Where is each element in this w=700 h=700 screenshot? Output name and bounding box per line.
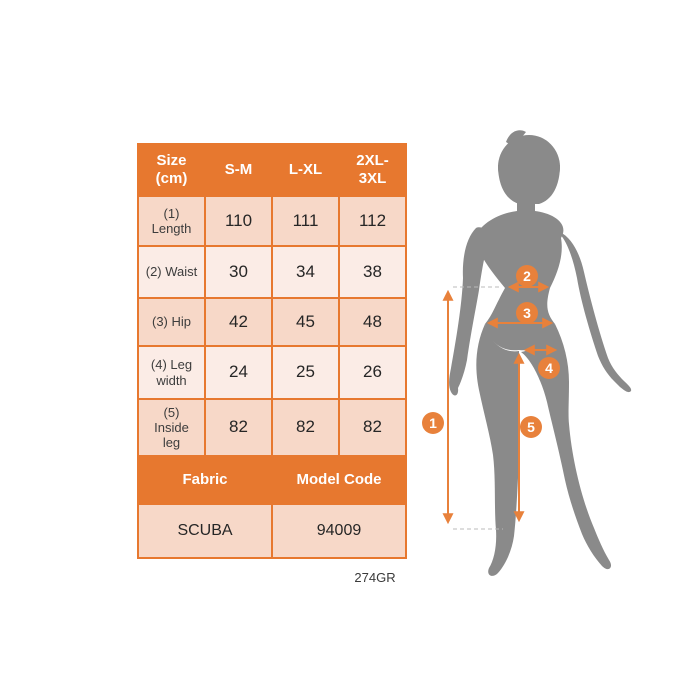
- model-code-value: 94009: [273, 505, 405, 557]
- value-waist-lxl: 34: [273, 247, 338, 297]
- value-length-lxl: 111: [273, 197, 338, 245]
- size-table: Size (cm) S-M L-XL 2XL- 3XL (1) Length 1…: [137, 143, 407, 559]
- value-length-2xl: 112: [340, 197, 405, 245]
- silhouette-right-arm: [560, 232, 632, 393]
- row-label-waist: (2) Waist: [139, 247, 204, 297]
- value-hip-2xl: 48: [340, 299, 405, 345]
- size-unit-header: Size (cm): [139, 145, 204, 195]
- value-leg-width-lxl: 25: [273, 347, 338, 398]
- silhouette-left-leg: [476, 324, 519, 576]
- value-waist-2xl: 38: [340, 247, 405, 297]
- col-header-2xl3xl: 2XL- 3XL: [340, 145, 405, 195]
- silhouette-hair-lower: [498, 165, 560, 204]
- measure-badge-hip: 3: [516, 302, 538, 324]
- value-inside-leg-2xl: 82: [340, 400, 405, 455]
- value-leg-width-sm: 24: [206, 347, 271, 398]
- fabric-value: SCUBA: [139, 505, 271, 557]
- col-header-lxl: L-XL: [273, 145, 338, 195]
- row-label-length: (1) Length: [139, 197, 204, 245]
- value-waist-sm: 30: [206, 247, 271, 297]
- silhouette-left-arm: [449, 227, 490, 396]
- col-header-sm: S-M: [206, 145, 271, 195]
- value-length-sm: 110: [206, 197, 271, 245]
- measure-badge-leg-width: 4: [538, 357, 560, 379]
- female-silhouette-figure: [442, 130, 632, 576]
- silhouette-body: [449, 130, 632, 576]
- fabric-header: Fabric: [139, 457, 271, 503]
- value-hip-lxl: 45: [273, 299, 338, 345]
- value-inside-leg-sm: 82: [206, 400, 271, 455]
- measure-badge-waist: 2: [516, 265, 538, 287]
- product-code: 274GR: [354, 570, 396, 585]
- silhouette-neck: [517, 192, 535, 216]
- row-label-inside-leg: (5) Inside leg: [139, 400, 204, 455]
- value-hip-sm: 42: [206, 299, 271, 345]
- silhouette-hair-quiff: [506, 130, 526, 147]
- silhouette-right-leg: [521, 324, 612, 570]
- value-leg-width-2xl: 26: [340, 347, 405, 398]
- row-label-leg-width: (4) Leg width: [139, 347, 204, 398]
- value-inside-leg-lxl: 82: [273, 400, 338, 455]
- row-label-hip: (3) Hip: [139, 299, 204, 345]
- measure-badge-length: 1: [422, 412, 444, 434]
- model-code-header: Model Code: [273, 457, 405, 503]
- measure-badge-inside-leg: 5: [520, 416, 542, 438]
